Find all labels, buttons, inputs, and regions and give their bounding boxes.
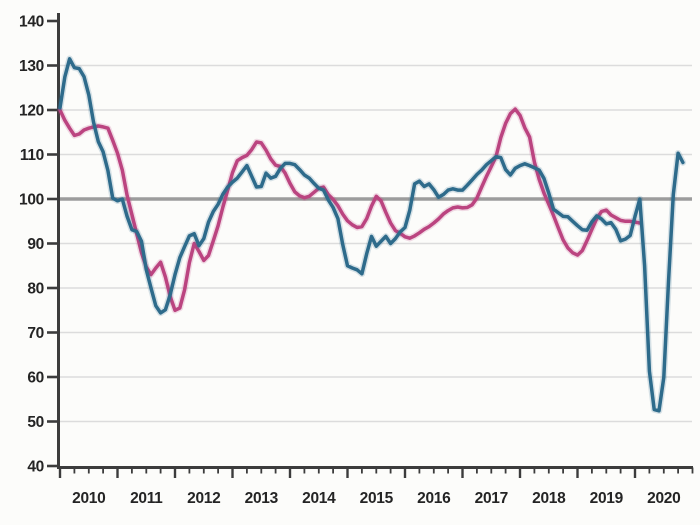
x-tick-label: 2015 bbox=[360, 490, 394, 507]
y-tick-label: 120 bbox=[19, 103, 44, 120]
y-tick-label: 70 bbox=[27, 325, 44, 342]
series-line-teal bbox=[56, 55, 687, 415]
x-tick-label: 2012 bbox=[187, 490, 220, 507]
x-tick-label: 2011 bbox=[130, 490, 163, 507]
x-tick-label: 2010 bbox=[72, 490, 105, 507]
y-axis: 140 130 120 110 100 90 80 70 60 50 40 bbox=[19, 14, 58, 476]
x-tick-label: 2018 bbox=[532, 490, 566, 507]
y-tick-label: 90 bbox=[27, 236, 44, 253]
y-tick-label: 40 bbox=[27, 459, 44, 476]
y-tick-label: 140 bbox=[19, 14, 44, 31]
gridlines bbox=[60, 64, 692, 423]
y-tick-label: 110 bbox=[20, 147, 44, 164]
y-tick-label: 100 bbox=[19, 192, 44, 209]
x-tick-label: 2019 bbox=[590, 490, 624, 507]
x-tick-label: 2020 bbox=[647, 490, 680, 507]
series-line-magenta bbox=[56, 105, 644, 314]
y-tick-label: 50 bbox=[27, 414, 44, 431]
axes bbox=[57, 13, 693, 469]
y-tick-label: 80 bbox=[27, 281, 44, 298]
x-axis: 2010 2011 2012 2013 2014 2015 2016 2017 2018 2019… bbox=[58, 467, 694, 507]
x-tick-label: 2016 bbox=[417, 490, 451, 507]
x-tick-label: 2013 bbox=[245, 490, 279, 507]
y-tick-label: 60 bbox=[27, 370, 44, 387]
x-tick-label: 2014 bbox=[302, 490, 336, 507]
y-tick-label: 130 bbox=[19, 58, 44, 75]
x-tick-label: 2017 bbox=[475, 490, 508, 507]
